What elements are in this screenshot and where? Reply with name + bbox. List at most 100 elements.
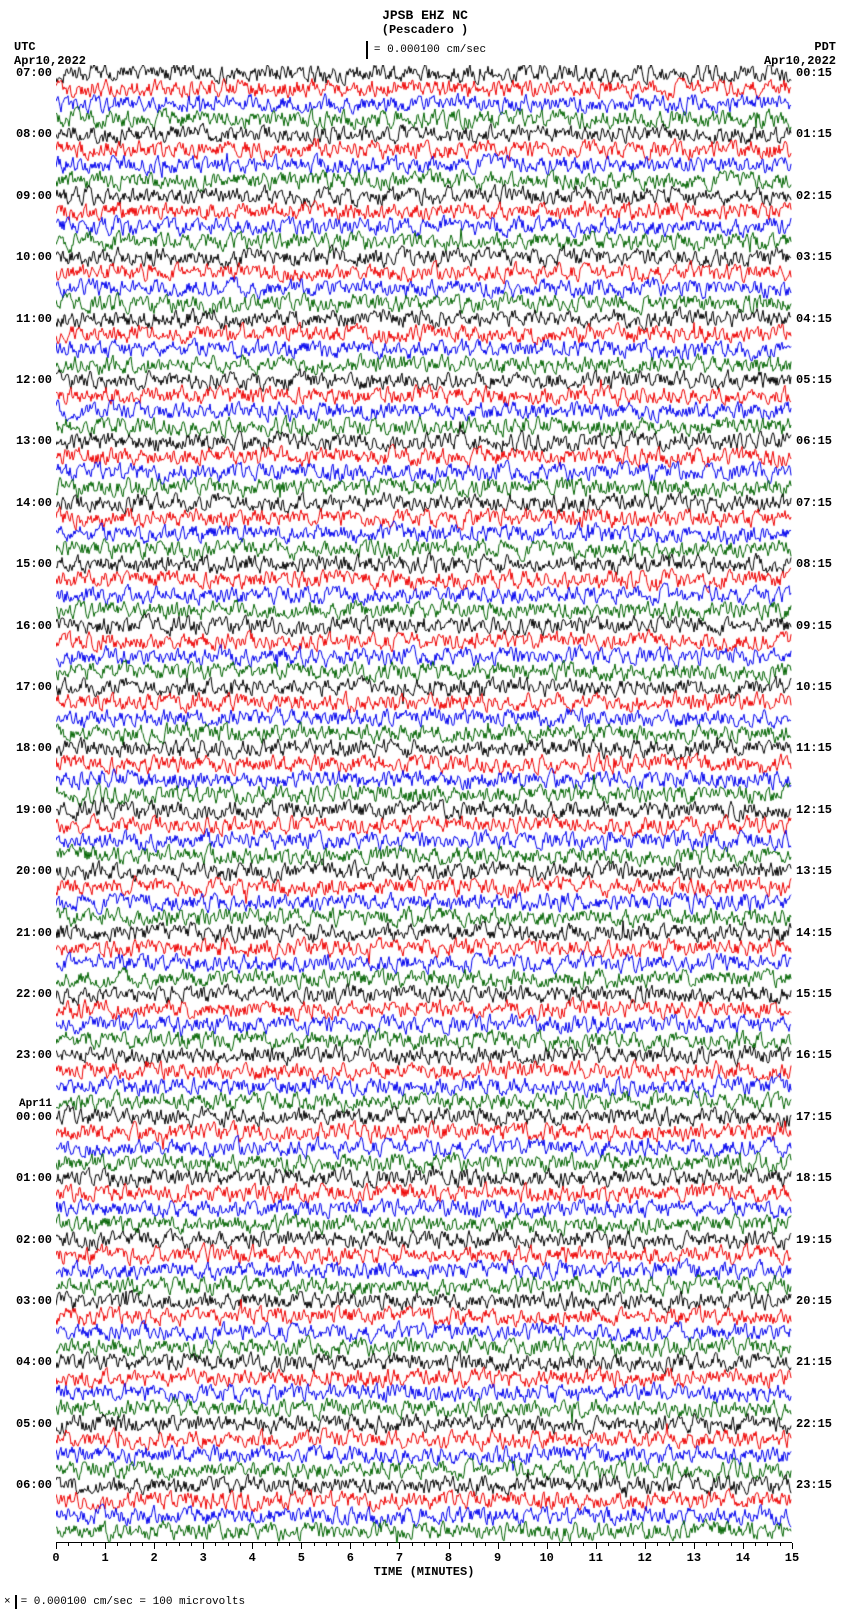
x-tick-major	[252, 1543, 253, 1549]
utc-hour-label: 02:00	[16, 1234, 52, 1246]
x-tick-minor	[522, 1543, 523, 1546]
pdt-hour-label: 01:15	[796, 128, 832, 140]
seismogram-plot: 07:0008:0009:0010:0011:0012:0013:0014:00…	[56, 65, 792, 1543]
pdt-hour-label: 16:15	[796, 1049, 832, 1061]
pdt-hour-label: 20:15	[796, 1295, 832, 1307]
x-tick-label: 4	[249, 1551, 256, 1565]
utc-header: UTC Apr10,2022	[14, 40, 86, 68]
utc-hour-label: 14:00	[16, 497, 52, 509]
pdt-hour-label: 00:15	[796, 67, 832, 79]
x-tick-minor	[277, 1543, 278, 1546]
x-tick-label: 5	[298, 1551, 305, 1565]
x-tick-minor	[142, 1543, 143, 1546]
pdt-hour-label: 09:15	[796, 620, 832, 632]
x-tick-minor	[338, 1543, 339, 1546]
x-tick-major	[56, 1543, 57, 1549]
x-tick-label: 1	[101, 1551, 108, 1565]
x-tick-major	[449, 1543, 450, 1549]
x-tick-label: 8	[445, 1551, 452, 1565]
pdt-header: PDT Apr10,2022	[764, 40, 836, 68]
x-tick-label: 6	[347, 1551, 354, 1565]
x-tick-label: 7	[396, 1551, 403, 1565]
x-tick-minor	[510, 1543, 511, 1546]
utc-hour-label: 07:00	[16, 67, 52, 79]
pdt-hour-label: 10:15	[796, 681, 832, 693]
x-tick-minor	[215, 1543, 216, 1546]
utc-hour-label: 04:00	[16, 1356, 52, 1368]
utc-hour-label: 12:00	[16, 374, 52, 386]
utc-hour-label: 08:00	[16, 128, 52, 140]
utc-hour-label: 16:00	[16, 620, 52, 632]
pdt-hour-label: 14:15	[796, 927, 832, 939]
footer-scale-bar-icon	[15, 1595, 17, 1609]
utc-hour-label: 15:00	[16, 558, 52, 570]
pdt-hour-label: 19:15	[796, 1234, 832, 1246]
x-tick-minor	[559, 1543, 560, 1546]
x-tick-major	[596, 1543, 597, 1549]
x-tick-minor	[755, 1543, 756, 1546]
x-tick-major	[547, 1543, 548, 1549]
utc-date-rollover: Apr11	[19, 1098, 52, 1110]
x-tick-minor	[473, 1543, 474, 1546]
x-tick-major	[743, 1543, 744, 1549]
pdt-hour-label: 18:15	[796, 1172, 832, 1184]
pdt-hour-label: 23:15	[796, 1479, 832, 1491]
pdt-hour-label: 17:15	[796, 1111, 832, 1123]
x-tick-major	[694, 1543, 695, 1549]
pdt-hour-label: 11:15	[796, 742, 832, 754]
x-tick-label: 10	[539, 1551, 553, 1565]
pdt-hour-label: 05:15	[796, 374, 832, 386]
x-tick-label: 0	[52, 1551, 59, 1565]
x-tick-minor	[657, 1543, 658, 1546]
seismogram-traces	[56, 65, 792, 1543]
x-tick-minor	[633, 1543, 634, 1546]
x-tick-minor	[314, 1543, 315, 1546]
time-axis: TIME (MINUTES) 0123456789101112131415	[56, 1543, 792, 1575]
x-tick-minor	[424, 1543, 425, 1546]
tz-right-label: PDT	[764, 40, 836, 54]
x-tick-minor	[669, 1543, 670, 1546]
pdt-hour-label: 06:15	[796, 435, 832, 447]
x-tick-minor	[387, 1543, 388, 1546]
pdt-hour-label: 21:15	[796, 1356, 832, 1368]
utc-hour-label: 03:00	[16, 1295, 52, 1307]
x-tick-minor	[240, 1543, 241, 1546]
pdt-hour-label: 15:15	[796, 988, 832, 1000]
scale-bar-icon	[366, 41, 368, 59]
tz-left-label: UTC	[14, 40, 86, 54]
x-tick-minor	[265, 1543, 266, 1546]
x-tick-minor	[731, 1543, 732, 1546]
pdt-hour-label: 08:15	[796, 558, 832, 570]
x-tick-label: 12	[638, 1551, 652, 1565]
x-tick-minor	[608, 1543, 609, 1546]
x-tick-major	[203, 1543, 204, 1549]
x-tick-minor	[375, 1543, 376, 1546]
utc-hour-label: 21:00	[16, 927, 52, 939]
x-tick-minor	[289, 1543, 290, 1546]
x-tick-minor	[412, 1543, 413, 1546]
utc-hour-label: 19:00	[16, 804, 52, 816]
x-tick-label: 3	[200, 1551, 207, 1565]
pdt-hour-label: 04:15	[796, 313, 832, 325]
utc-hour-label: 23:00	[16, 1049, 52, 1061]
x-tick-minor	[620, 1543, 621, 1546]
utc-hour-label: 09:00	[16, 190, 52, 202]
x-tick-major	[399, 1543, 400, 1549]
utc-hour-label: 22:00	[16, 988, 52, 1000]
x-tick-major	[792, 1543, 793, 1549]
pdt-hour-label: 07:15	[796, 497, 832, 509]
station-title: JPSB EHZ NC	[0, 8, 850, 23]
x-tick-minor	[191, 1543, 192, 1546]
utc-hour-label: 20:00	[16, 865, 52, 877]
x-tick-minor	[706, 1543, 707, 1546]
x-tick-major	[301, 1543, 302, 1549]
utc-hour-label: 11:00	[16, 313, 52, 325]
utc-hour-label: 17:00	[16, 681, 52, 693]
x-tick-minor	[228, 1543, 229, 1546]
utc-hour-label: 10:00	[16, 251, 52, 263]
x-tick-minor	[461, 1543, 462, 1546]
x-tick-minor	[436, 1543, 437, 1546]
x-axis-title: TIME (MINUTES)	[374, 1565, 475, 1579]
scale-indicator: = 0.000100 cm/sec	[0, 41, 850, 59]
utc-hour-label: 18:00	[16, 742, 52, 754]
